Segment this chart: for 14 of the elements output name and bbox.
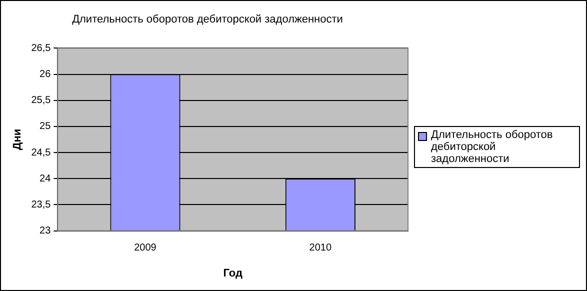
y-tick-label: 24,5 — [31, 147, 52, 158]
legend-label: Длительность оборотов дебиторской задолженности — [431, 129, 554, 165]
x-tick-label: 2009 — [134, 242, 157, 254]
x-axis-title: Год — [223, 267, 242, 280]
y-tick-label: 25 — [40, 121, 52, 132]
y-axis-title: Дни — [12, 128, 24, 150]
y-tick-label: 24 — [40, 173, 52, 184]
chart-title: Длительность оборотов дебиторской задолженности — [72, 14, 343, 26]
y-tick-label: 23 — [40, 226, 52, 237]
x-tick-label: 2010 — [309, 242, 332, 254]
y-tick-label: 25,5 — [31, 95, 52, 106]
y-tick-label: 26 — [40, 69, 52, 80]
y-tick-label: 26,5 — [31, 42, 52, 54]
y-tick-label: 23,5 — [31, 199, 52, 210]
